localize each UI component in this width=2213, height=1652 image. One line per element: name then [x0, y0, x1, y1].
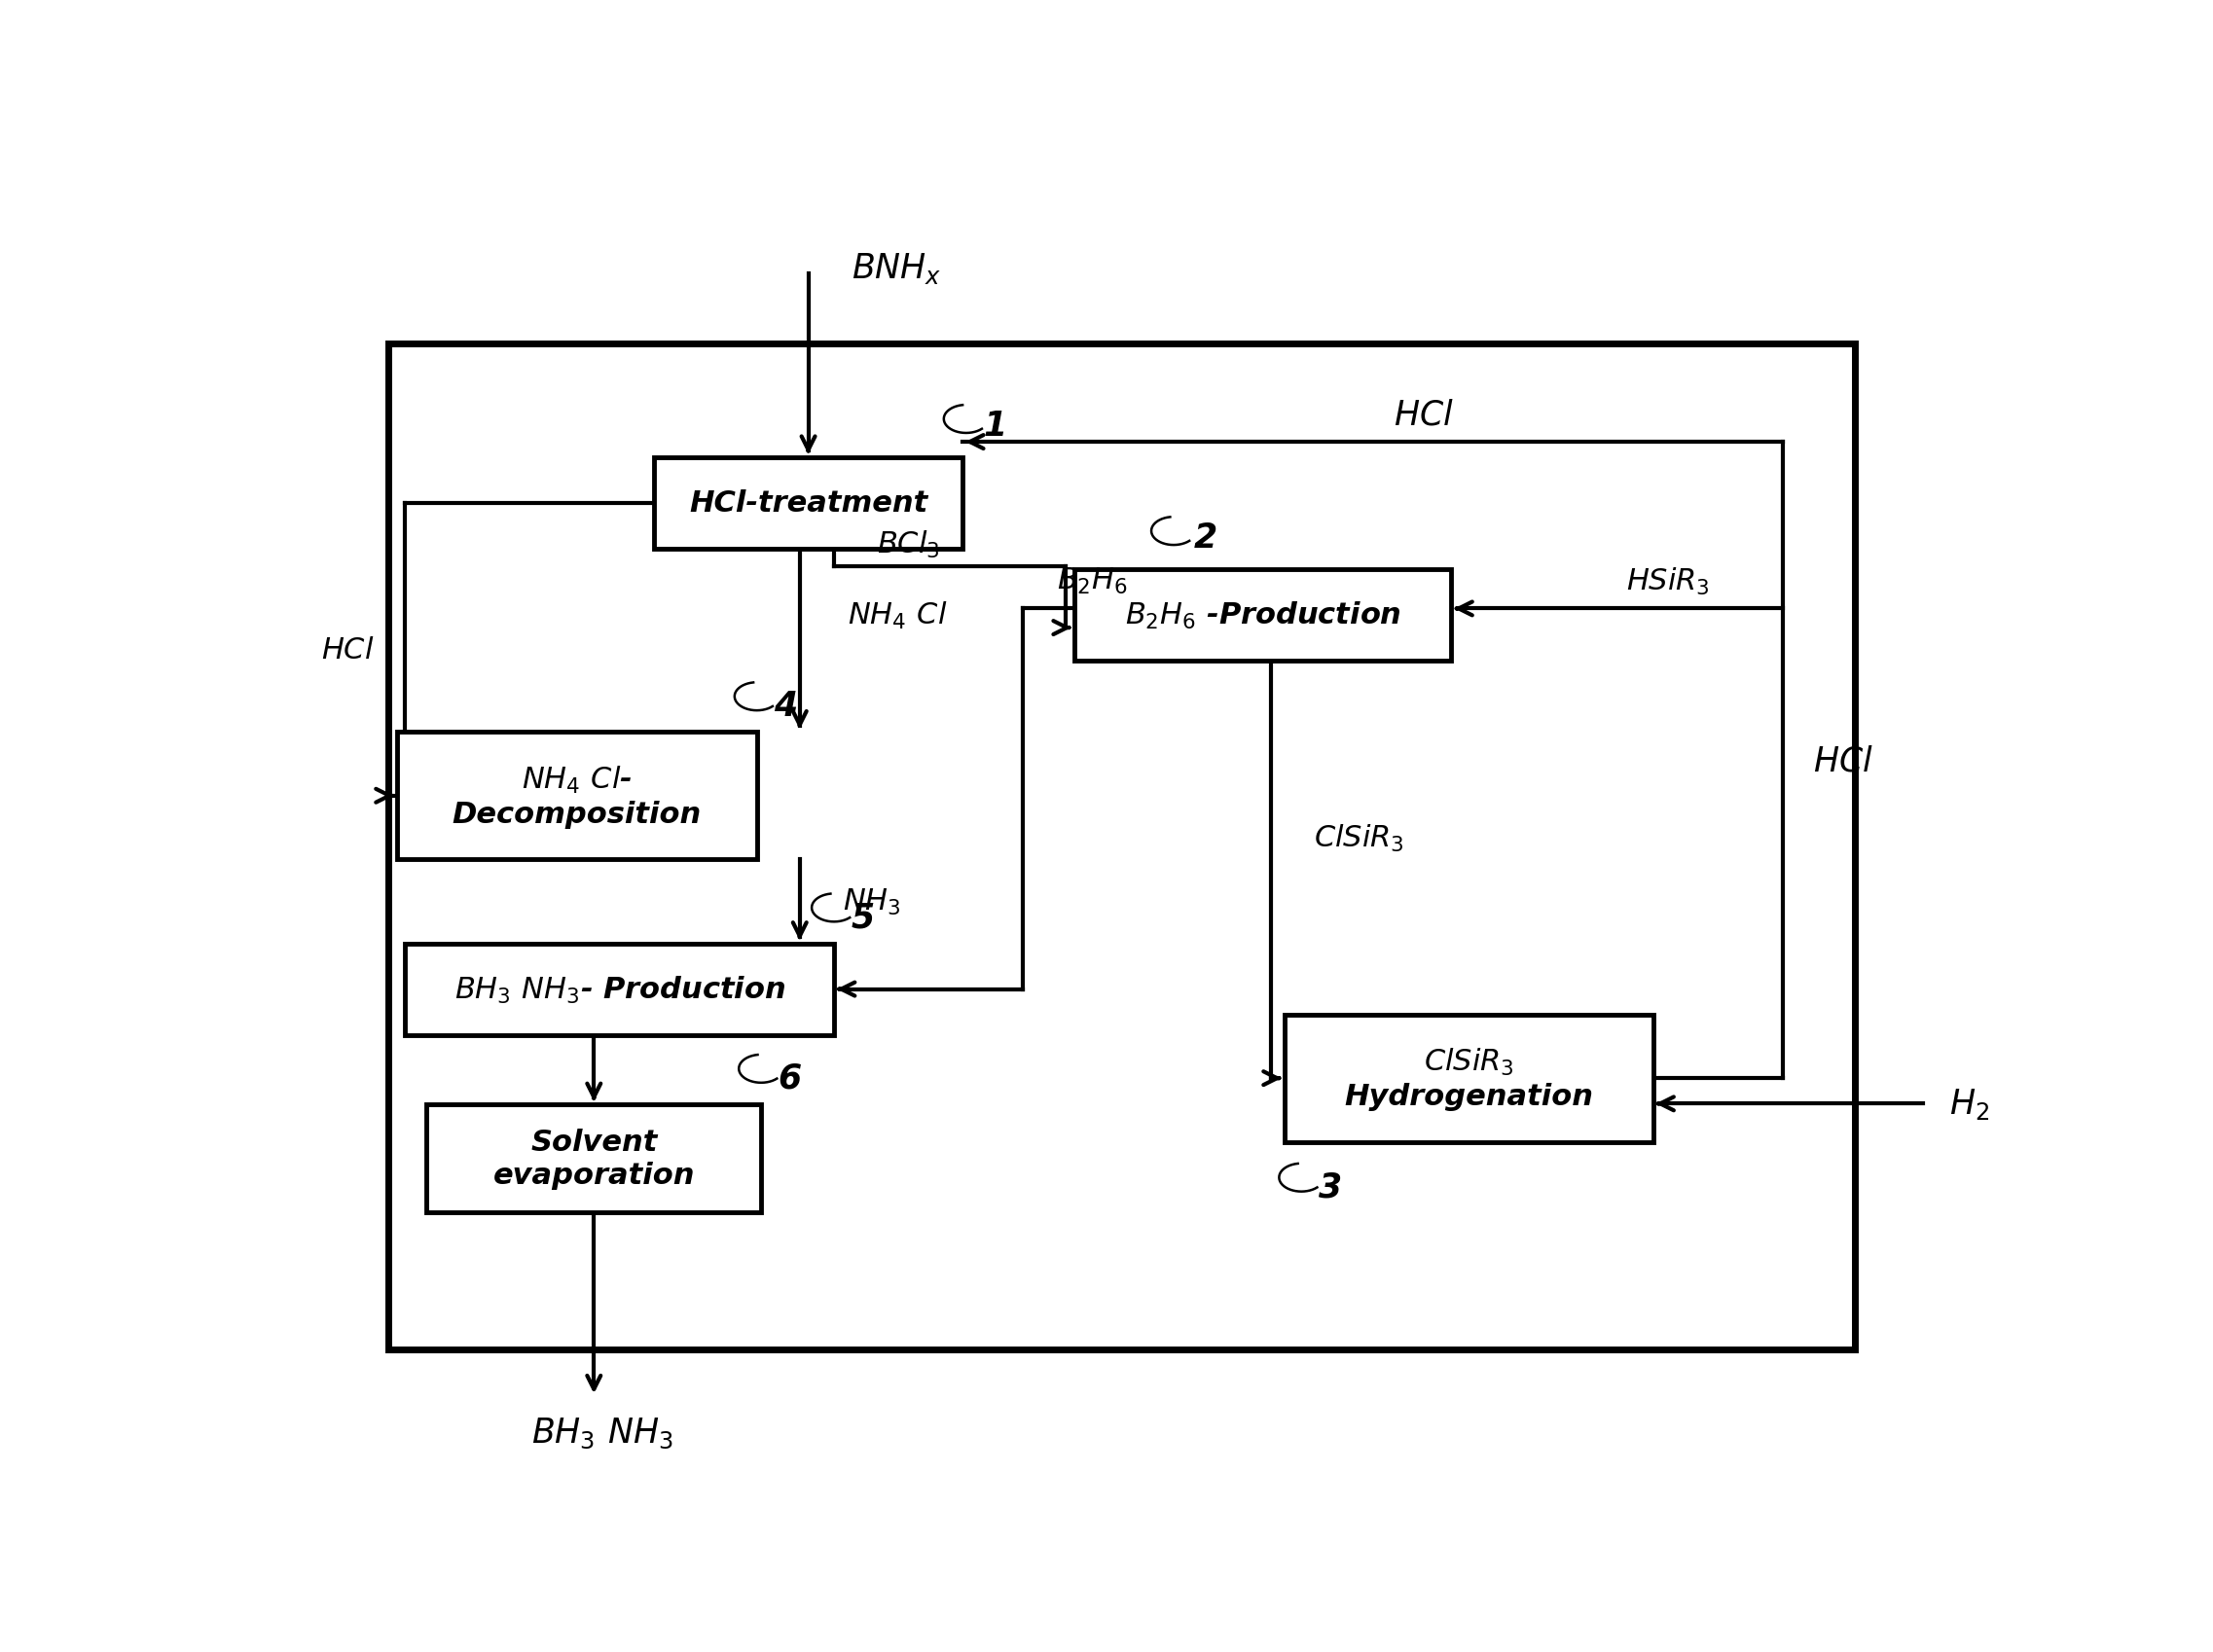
Text: $B_2H_6$: $B_2H_6$: [1058, 567, 1129, 596]
FancyBboxPatch shape: [427, 1105, 761, 1213]
Text: 1: 1: [983, 410, 1007, 443]
FancyBboxPatch shape: [396, 732, 757, 859]
Text: $NH_3$: $NH_3$: [843, 887, 901, 917]
Text: $NH_4$ $Cl$: $NH_4$ $Cl$: [848, 600, 947, 631]
Text: $BH_3$ $NH_3$- Production: $BH_3$ $NH_3$- Production: [454, 973, 786, 1004]
Text: $B_2H_6$ -Production: $B_2H_6$ -Production: [1124, 600, 1401, 631]
FancyBboxPatch shape: [1073, 570, 1452, 661]
Text: $H_2$: $H_2$: [1950, 1087, 1989, 1122]
Text: HCl-treatment: HCl-treatment: [688, 489, 927, 517]
Text: $HCl$: $HCl$: [321, 636, 374, 664]
Text: 5: 5: [852, 900, 874, 933]
Text: $ClSiR_3$
Hydrogenation: $ClSiR_3$ Hydrogenation: [1343, 1047, 1593, 1110]
Text: 4: 4: [775, 689, 797, 722]
Text: $HCl$: $HCl$: [1812, 743, 1874, 776]
Text: $BCl_3$: $BCl_3$: [876, 529, 941, 560]
FancyBboxPatch shape: [405, 943, 834, 1036]
Text: Solvent
evaporation: Solvent evaporation: [493, 1128, 695, 1189]
Text: $BH_3$ $NH_3$: $BH_3$ $NH_3$: [531, 1416, 673, 1449]
Text: 3: 3: [1319, 1170, 1341, 1203]
Text: $BNH_x$: $BNH_x$: [852, 251, 941, 286]
Text: 2: 2: [1195, 522, 1217, 555]
Text: 6: 6: [779, 1061, 801, 1094]
Bar: [387, 345, 1854, 1350]
FancyBboxPatch shape: [1284, 1014, 1653, 1142]
Text: $HSiR_3$: $HSiR_3$: [1627, 565, 1711, 596]
Text: $NH_4$ $Cl$-
Decomposition: $NH_4$ $Cl$- Decomposition: [451, 765, 702, 828]
FancyBboxPatch shape: [655, 458, 963, 550]
Text: $HCl$: $HCl$: [1394, 398, 1454, 431]
Text: $ClSiR_3$: $ClSiR_3$: [1315, 823, 1405, 854]
